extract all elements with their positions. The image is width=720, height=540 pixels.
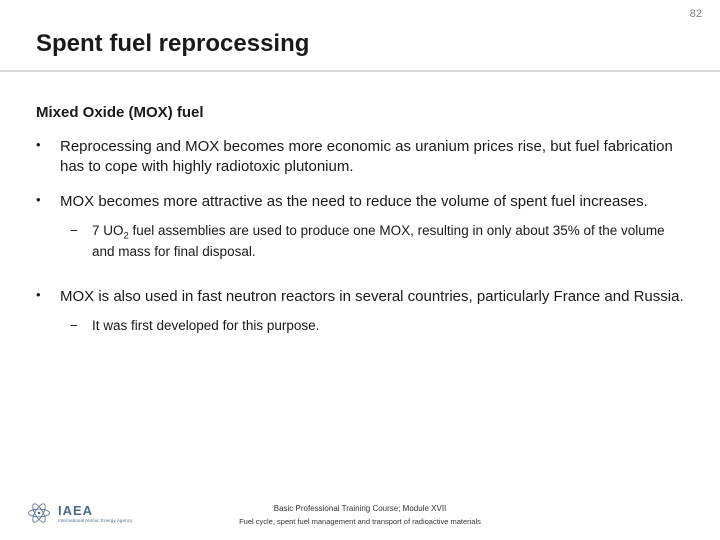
sub-list: − 7 UO2 fuel assemblies are used to prod… [60,222,684,262]
page-title: Spent fuel reprocessing [36,30,720,58]
sub-list: − It was first developed for this purpos… [60,317,684,335]
sub-prefix: It was first developed for this purpose. [92,318,319,333]
sub-item-text: 7 UO2 fuel assemblies are used to produc… [92,222,684,262]
list-item-text: MOX is also used in fast neutron reactor… [60,287,684,345]
sub-marker: − [70,317,92,335]
list-item-main: MOX becomes more attractive as the need … [60,193,648,210]
footer: Basic Professional Training Course; Modu… [0,504,720,526]
bullet-marker: • [36,287,60,345]
list-item: • Reprocessing and MOX becomes more econ… [36,137,684,176]
list-item: • MOX becomes more attractive as the nee… [36,192,684,271]
content-area: Mixed Oxide (MOX) fuel • Reprocessing an… [36,104,684,361]
bullet-marker: • [36,192,60,271]
title-bar: Spent fuel reprocessing [0,22,720,72]
sub-suffix: fuel assemblies are used to produce one … [92,223,665,259]
list-item: • MOX is also used in fast neutron react… [36,287,684,345]
list-item-main: MOX is also used in fast neutron reactor… [60,288,684,305]
page-number: 82 [690,8,702,20]
bullet-list: • Reprocessing and MOX becomes more econ… [36,137,684,345]
list-item-text: Reprocessing and MOX becomes more econom… [60,137,684,176]
sub-item: − It was first developed for this purpos… [70,317,684,335]
sub-item: − 7 UO2 fuel assemblies are used to prod… [70,222,684,262]
list-item-text: MOX becomes more attractive as the need … [60,192,684,271]
subheading: Mixed Oxide (MOX) fuel [36,104,684,121]
sub-item-text: It was first developed for this purpose. [92,317,684,335]
sub-marker: − [70,222,92,262]
footer-module: Fuel cycle, spent fuel management and tr… [0,517,720,526]
sub-prefix: 7 UO [92,223,124,238]
footer-course: Basic Professional Training Course; Modu… [0,504,720,513]
bullet-marker: • [36,137,60,176]
